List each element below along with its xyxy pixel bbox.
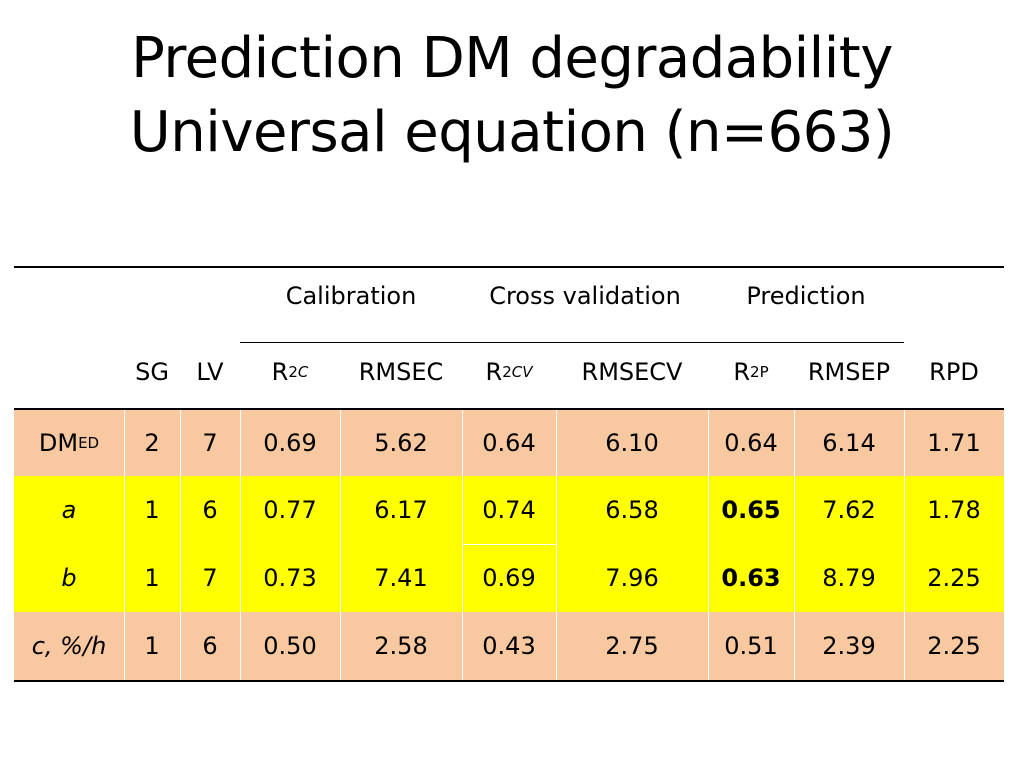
cell-rmsep: 2.39 [822,632,876,660]
cell-rmsec: 6.17 [374,496,428,524]
col-sep-6 [556,410,557,680]
col-sep-2 [180,410,181,680]
col-sep-8 [794,410,795,680]
cell-r2cv: 0.64 [482,429,536,457]
col-header-sg: SG [135,358,169,386]
cell-r2p: 0.51 [724,632,778,660]
cell-rmsep: 7.62 [822,496,876,524]
col-sep-9 [904,410,905,680]
cell-rmsec: 7.41 [374,564,428,592]
cell-rpd: 1.71 [927,429,981,457]
col-header-rmsecv: RMSECV [581,358,683,386]
cell-sg: 1 [144,632,160,660]
row-bg-c [14,612,1004,680]
row-bg-dmed [14,410,1004,476]
cell-r2c: 0.73 [263,564,317,592]
row-label: b [61,564,77,592]
col-header-r2cv: R 2 CV [485,358,533,386]
cell-rmsep: 6.14 [822,429,876,457]
title-line-2: Universal equation (n=663) [129,100,895,165]
col-header-rpd: RPD [929,358,979,386]
cell-rpd: 2.25 [927,564,981,592]
row-label: DM ED [38,429,100,457]
table-top-rule [14,266,1004,268]
col-sep-4 [340,410,341,680]
cell-lv: 6 [202,496,218,524]
col-header-rmsep: RMSEP [807,358,891,386]
title-line-1: Prediction DM degradability [131,26,893,91]
cell-r2p: 0.65 [721,496,781,524]
cell-rmsecv: 7.96 [605,564,659,592]
row-label: c, %/h [31,632,107,660]
group-header-cross-validation: Cross validation [489,282,681,310]
cell-r2c: 0.50 [263,632,317,660]
cell-rmsep: 8.79 [822,564,876,592]
cell-rmsec: 5.62 [374,429,428,457]
cell-r2cv: 0.69 [482,564,536,592]
cell-lv: 6 [202,632,218,660]
cell-sg: 2 [144,429,160,457]
col-sep-7 [708,410,709,680]
cell-rmsecv: 6.58 [605,496,659,524]
cell-r2c: 0.69 [263,429,317,457]
col-sep-5 [462,410,463,680]
cell-lv: 7 [202,564,218,592]
cell-r2p: 0.63 [721,564,781,592]
row-label: a [61,496,77,524]
cell-r2p: 0.64 [724,429,778,457]
cell-rmsecv: 2.75 [605,632,659,660]
cell-rmsecv: 6.10 [605,429,659,457]
slide-title: Prediction DM degradability Universal eq… [0,22,1024,170]
cell-r2c: 0.77 [263,496,317,524]
cell-rpd: 2.25 [927,632,981,660]
cell-sg: 1 [144,496,160,524]
results-table: Calibration Cross validation Prediction … [14,266,1004,682]
cell-r2cv: 0.43 [482,632,536,660]
cell-rmsec: 2.58 [374,632,428,660]
cell-r2cv: 0.74 [482,496,536,524]
cell-sg: 1 [144,564,160,592]
cell-sep-r2cv [462,544,556,545]
group-header-calibration: Calibration [285,282,417,310]
group-header-rule [240,342,904,343]
table-bottom-rule [14,680,1004,682]
header-bottom-rule [14,408,1004,410]
col-header-rmsec: RMSEC [358,358,444,386]
col-header-lv: LV [196,358,224,386]
cell-lv: 7 [202,429,218,457]
cell-rpd: 1.78 [927,496,981,524]
col-sep-3 [240,410,241,680]
group-header-prediction: Prediction [746,282,866,310]
col-sep-1 [124,410,125,680]
